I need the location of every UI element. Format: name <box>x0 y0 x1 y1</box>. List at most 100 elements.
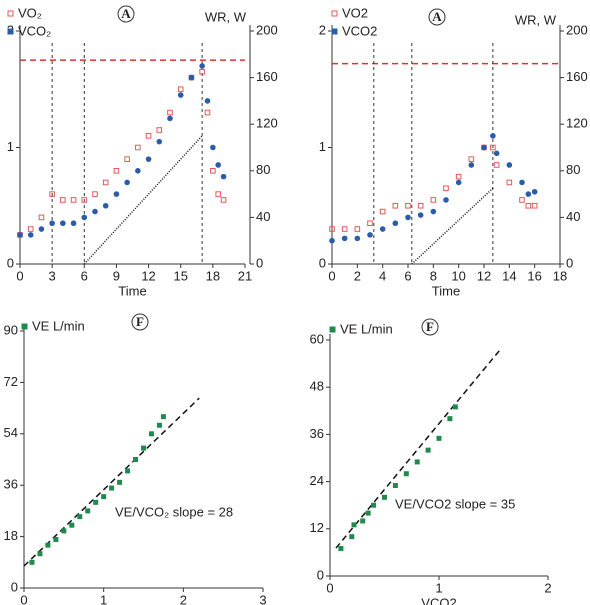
panel-title: A <box>121 6 131 21</box>
point <box>60 220 66 227</box>
y-tick-label: 48 <box>310 379 324 394</box>
legend-label: VCO2 <box>342 23 377 38</box>
legend-label: VE L/min <box>32 318 85 333</box>
x-tick-label: 4 <box>379 268 386 283</box>
point <box>493 150 500 157</box>
point <box>455 173 462 180</box>
point <box>220 173 227 180</box>
x-tick-label: 1 <box>100 592 107 605</box>
point <box>93 499 99 505</box>
point <box>70 220 77 227</box>
y-tick-label: 36 <box>310 426 324 441</box>
point <box>365 510 371 516</box>
work-rate-line <box>411 187 494 265</box>
point <box>49 220 55 227</box>
point <box>177 92 184 98</box>
point <box>506 162 513 168</box>
y2-tick-label: 160 <box>256 69 278 84</box>
point <box>141 445 146 451</box>
point <box>405 214 411 221</box>
point <box>27 226 34 232</box>
point <box>349 534 355 540</box>
point <box>124 179 130 186</box>
x-tick-label: 12 <box>477 268 491 283</box>
point <box>77 514 83 520</box>
point <box>17 232 23 238</box>
x-tick-label: 15 <box>173 268 187 283</box>
x-tick-label: 0 <box>20 592 27 605</box>
point <box>506 179 513 186</box>
point <box>447 416 453 422</box>
point <box>430 208 437 215</box>
legend-marker <box>329 326 336 333</box>
y-tick-label: 90 <box>4 322 18 337</box>
x-tick-label: 6 <box>404 268 411 283</box>
point <box>148 431 154 437</box>
y2-tick-label: 120 <box>566 116 588 131</box>
x-tick-label: 2 <box>354 268 361 283</box>
point <box>145 156 152 162</box>
point <box>382 494 387 500</box>
point <box>69 522 75 528</box>
legend-marker <box>21 323 28 330</box>
panel-title: A <box>432 9 442 24</box>
y-tick-label: 0 <box>7 255 14 270</box>
point <box>481 144 487 151</box>
point <box>29 559 35 565</box>
panel-badge <box>428 8 446 26</box>
point <box>215 162 222 168</box>
x-tick-label: 14 <box>502 268 516 283</box>
x-tick-label: 10 <box>451 268 465 283</box>
point <box>360 518 366 524</box>
point <box>167 109 173 116</box>
point <box>27 232 34 238</box>
legend-marker <box>7 28 14 35</box>
point <box>156 422 162 428</box>
point <box>341 235 348 242</box>
point <box>525 191 532 197</box>
y2-tick-label: 0 <box>256 255 263 270</box>
x-tick-label: 2 <box>180 592 187 605</box>
point <box>525 202 532 209</box>
legend-marker <box>7 10 14 17</box>
y2-tick-label: 80 <box>256 162 270 177</box>
point <box>70 197 77 203</box>
annotation: VE/VCO₂ slope = 28 <box>115 504 233 519</box>
point <box>329 237 335 244</box>
point <box>101 494 107 500</box>
point <box>341 226 348 232</box>
x-axis-label: Time <box>118 283 146 298</box>
x-tick-label: 2 <box>544 580 551 595</box>
y-tick-label: 12 <box>310 520 324 535</box>
point <box>490 133 496 139</box>
legend-label: VO2 <box>342 5 368 20</box>
point <box>443 197 449 203</box>
y-tick-label: 0 <box>317 567 324 582</box>
point <box>430 197 437 203</box>
y2-tick-label: 120 <box>256 116 278 131</box>
point <box>160 414 166 420</box>
point <box>109 485 115 491</box>
x-tick-label: 12 <box>141 268 155 283</box>
panel-badge <box>421 318 439 336</box>
point <box>145 133 152 139</box>
y2-tick-label: 0 <box>566 255 573 270</box>
point <box>215 191 222 197</box>
y-tick-label: 36 <box>4 477 18 492</box>
point <box>329 226 335 232</box>
point <box>167 115 173 122</box>
x-tick-label: 3 <box>259 592 266 605</box>
point <box>367 220 373 227</box>
point <box>455 179 462 186</box>
y-tick-label: 1 <box>319 139 326 154</box>
y2-axis-label: WR, W <box>205 9 247 24</box>
y-tick-label: 24 <box>310 473 324 488</box>
point <box>204 109 211 116</box>
point <box>392 483 398 489</box>
point <box>38 214 45 221</box>
x-tick-label: 6 <box>81 268 88 283</box>
point <box>135 168 141 174</box>
point <box>85 508 91 514</box>
point <box>425 447 431 453</box>
x-tick-label: 0 <box>328 268 335 283</box>
